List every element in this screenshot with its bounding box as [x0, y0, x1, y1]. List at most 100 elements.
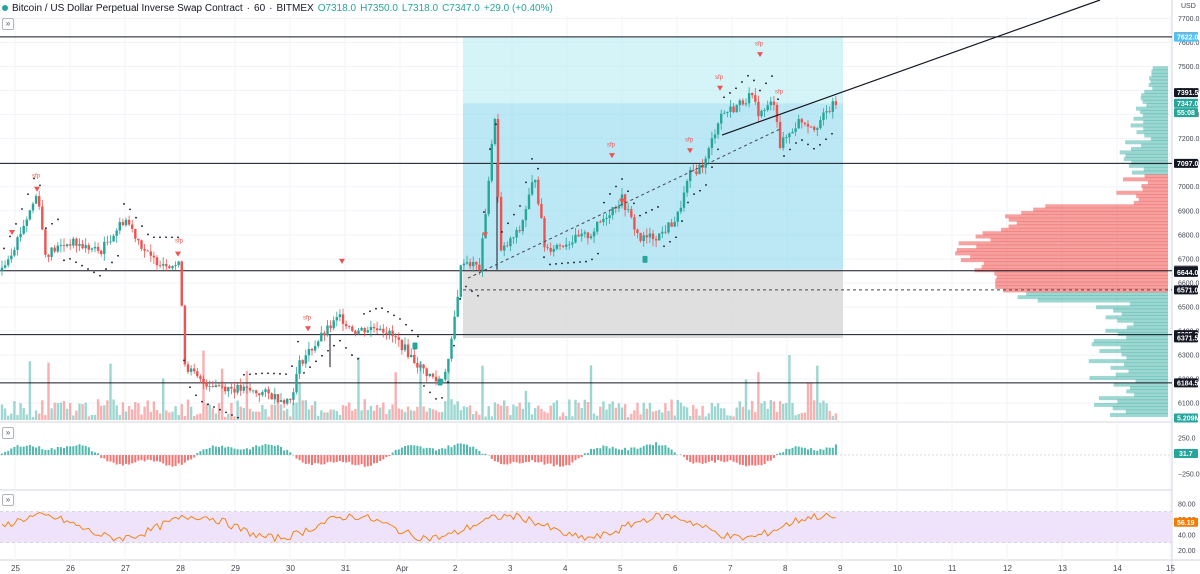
oscillator-bar — [38, 446, 41, 455]
rsi-pane-toggle-button[interactable]: » — [2, 494, 14, 506]
volume-profile-bar — [1021, 210, 1168, 215]
oscillator-bar — [608, 448, 611, 455]
sar-dot — [831, 132, 833, 135]
volume-profile-bar — [1093, 338, 1168, 343]
oscillator-bar — [462, 444, 465, 455]
oscillator-bar — [165, 455, 168, 466]
volume-bar — [751, 400, 754, 420]
candle-body — [127, 219, 131, 225]
candle-body — [747, 93, 751, 104]
candle-body — [465, 262, 469, 264]
sar-dot — [375, 307, 377, 310]
oscillator-bar — [221, 445, 224, 455]
oscillator-bar — [816, 450, 819, 455]
candle-body — [248, 387, 252, 391]
sar-dot — [135, 216, 137, 219]
oscillator-bar — [748, 455, 751, 466]
volume-bar — [295, 402, 298, 420]
sar-dot — [513, 213, 515, 216]
candle-body — [695, 171, 698, 175]
sar-dot — [75, 261, 77, 264]
sar-dot — [777, 98, 779, 101]
sar-dot — [441, 396, 443, 399]
volume-profile-bar — [1146, 103, 1168, 108]
volume-bar — [679, 402, 683, 420]
volume-bar — [233, 416, 236, 420]
oscillator-bar — [683, 455, 685, 457]
candle-body — [577, 234, 580, 237]
oscillator-bar — [100, 455, 103, 459]
candle-body — [177, 261, 180, 266]
candle-body — [165, 263, 168, 267]
symbol-name[interactable]: Bitcoin / US Dollar Perpetual Inverse Sw… — [12, 2, 243, 14]
candle-body — [295, 373, 298, 393]
sar-dot — [363, 313, 365, 315]
candle-body — [385, 332, 388, 335]
volume-bar — [245, 370, 249, 420]
candle-body — [96, 246, 100, 251]
candle-body — [112, 235, 115, 242]
signal-label: sfp — [685, 137, 694, 143]
oscillator-bar — [304, 455, 307, 464]
volume-bar — [382, 402, 385, 420]
oscillator-pane-toggle-button[interactable]: » — [2, 427, 14, 439]
sar-dot — [165, 236, 167, 239]
signal-label: sfp — [755, 41, 764, 47]
volume-profile-bar — [1150, 79, 1168, 84]
oscillator-bar — [47, 449, 50, 455]
oscillator-bar — [515, 455, 518, 463]
oscillator-bar — [769, 455, 772, 461]
volume-bar — [726, 415, 729, 420]
volume-bar — [264, 409, 267, 420]
candle-body — [28, 210, 32, 220]
volume-bar — [106, 400, 109, 420]
candle-body — [667, 222, 670, 233]
candle-body — [555, 244, 559, 249]
interval-label[interactable]: 60 — [254, 2, 266, 14]
volume-profile-bar — [1016, 221, 1168, 226]
oscillator-bar — [528, 455, 530, 462]
price-tag-label: 7622.0 — [1177, 35, 1199, 42]
oscillator-bar — [66, 446, 69, 455]
oscillator-bar — [807, 449, 809, 455]
volume-bar — [456, 401, 459, 420]
sar-dot — [45, 227, 47, 230]
sar-dot — [693, 193, 695, 196]
candle-body — [809, 126, 813, 128]
oscillator-bar — [444, 448, 447, 455]
oscillator-bar — [431, 448, 434, 455]
candle-body — [84, 245, 87, 249]
candle-body — [518, 230, 521, 232]
oscillator-bar — [193, 455, 196, 458]
candle-body — [716, 123, 720, 135]
candle-body — [698, 164, 701, 175]
sar-dot — [543, 256, 545, 259]
oscillator-bar — [10, 448, 13, 455]
volume-bar — [146, 400, 149, 420]
volume-profile-bar — [1128, 163, 1168, 168]
candle-body — [208, 386, 211, 387]
volume-bar — [0, 404, 4, 420]
price-tag — [1174, 267, 1198, 277]
oscillator-bar — [16, 445, 19, 455]
volume-bar — [496, 403, 500, 420]
volume-bar — [763, 401, 766, 420]
sar-dot — [147, 233, 149, 236]
oscillator-bar — [710, 455, 713, 461]
sar-dot — [651, 208, 653, 211]
volume-bar — [422, 406, 425, 420]
volume-bar — [695, 408, 698, 420]
candle-body — [450, 338, 453, 359]
sar-dot — [123, 203, 125, 205]
volume-profile-bar — [1120, 345, 1168, 350]
collapse-indicators-button[interactable]: » — [2, 18, 14, 30]
price-axis-label: 7000.0 — [1178, 184, 1200, 191]
volume-bar — [301, 400, 304, 420]
oscillator-bar — [664, 445, 667, 455]
volume-bar — [19, 403, 22, 420]
rsi-band — [0, 511, 1172, 543]
candle-body — [580, 233, 583, 237]
oscillator-bar — [599, 448, 602, 455]
volume-bar — [72, 415, 75, 420]
